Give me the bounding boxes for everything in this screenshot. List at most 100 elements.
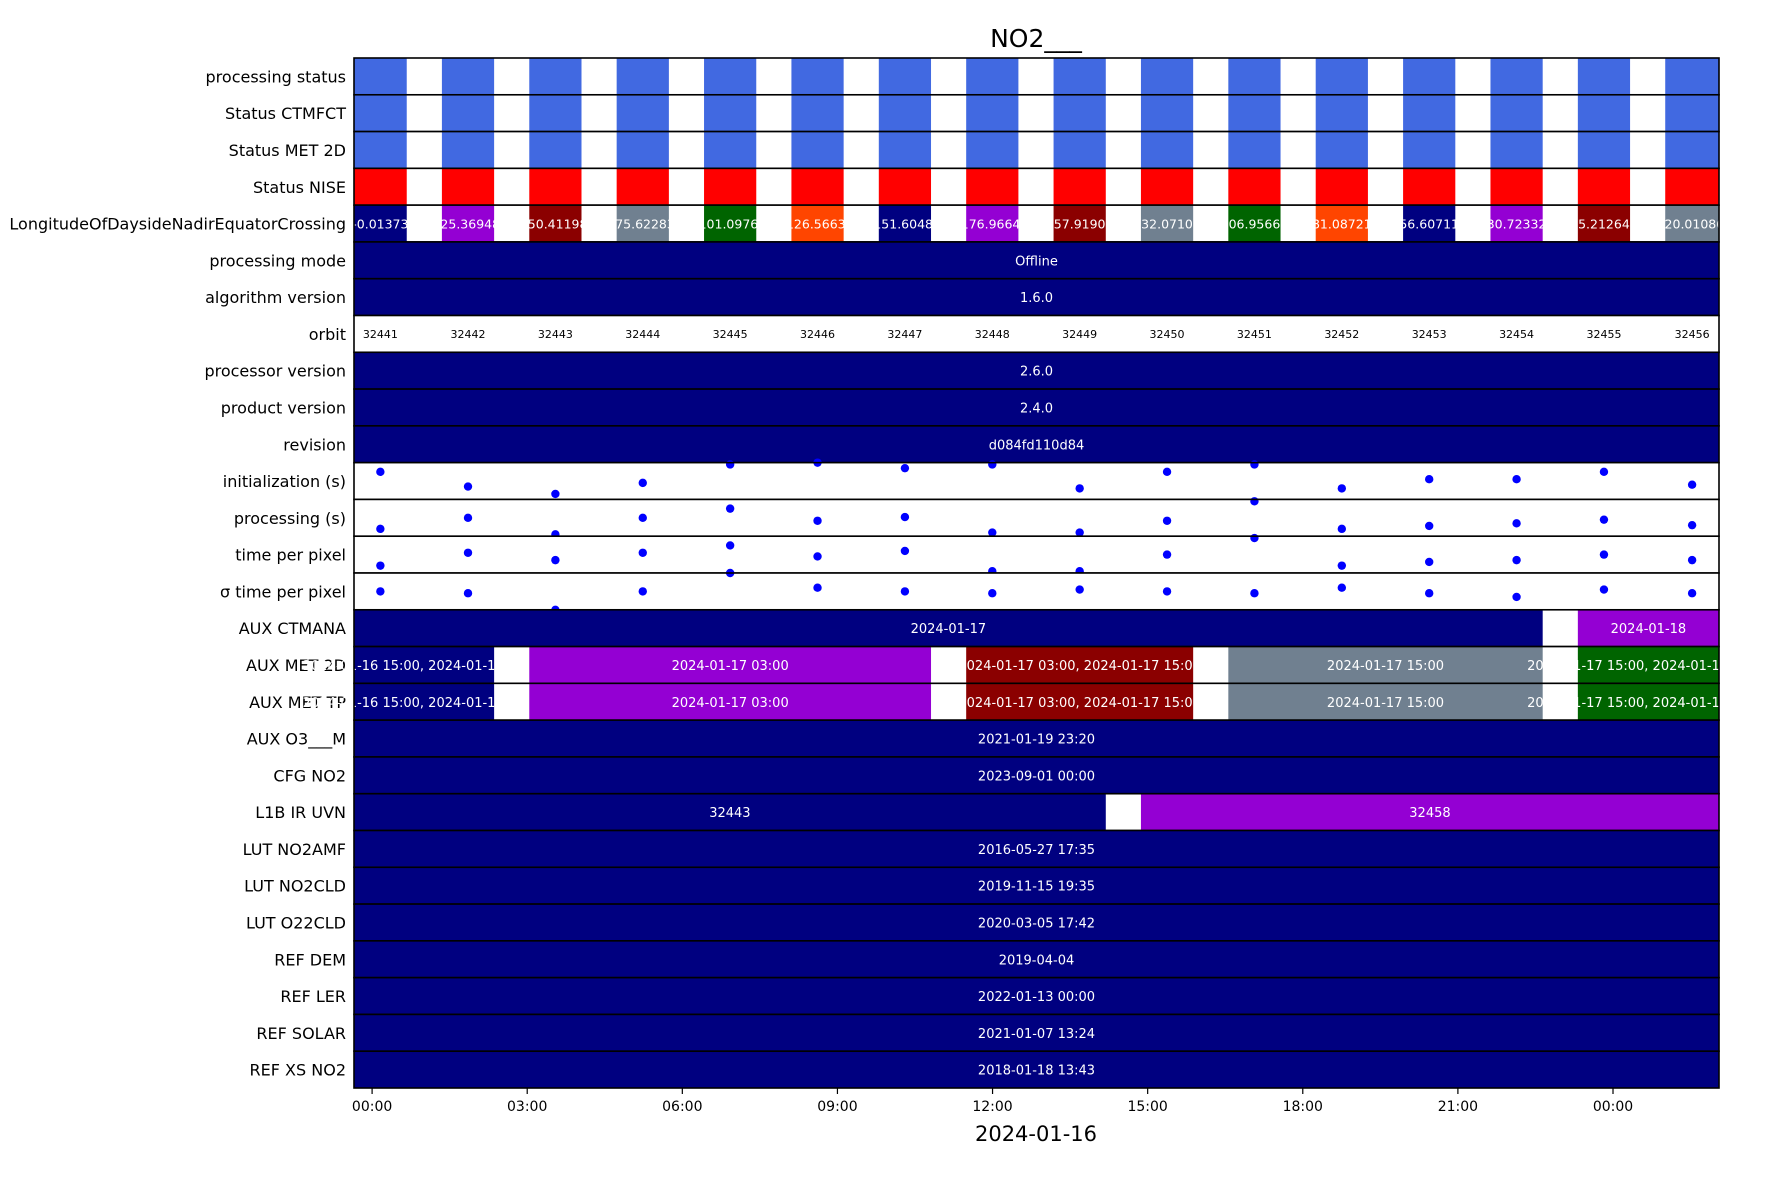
status-block-orbit-32454 (1490, 94, 1543, 132)
status-block-orbit-32453 (1403, 168, 1456, 206)
segment-text: 2024-01-17 03:00 (672, 696, 789, 711)
longitude-block-orbit-32447 (878, 205, 932, 242)
status-block-orbit-32453 (1403, 94, 1456, 132)
segment-text: 2024-01-17 03:00, 2024-01-17 15:00 (958, 659, 1201, 674)
status-block-orbit-32450 (1140, 58, 1194, 95)
data-point (1250, 460, 1259, 469)
data-point (1337, 524, 1347, 534)
data-point (638, 513, 647, 523)
row-label: L1B IR UVN (255, 803, 346, 822)
x-axis: 00:00 03:00 06:00 09:00 12:00 15:00 18:00 21:00… (352, 1088, 1633, 1115)
longitude-value: 30.72332 (1487, 217, 1547, 232)
row-label: AUX MET TP (249, 693, 346, 712)
longitude-block-orbit-32456 (1665, 205, 1719, 242)
segment-block (1577, 683, 1719, 721)
segment-block (529, 646, 932, 684)
status-block-orbit-32452 (1315, 58, 1368, 95)
value-text: 2020-03-05 17:42 (978, 916, 1095, 931)
value-bar (354, 241, 1719, 279)
status-block-orbit-32449 (1053, 131, 1106, 169)
orbit-number: 32452 (1324, 328, 1359, 341)
segment-text: 2024-01-17 15:00 (1327, 659, 1444, 674)
row-ref-dem: REF DEM 2019-04-04 (274, 940, 1720, 979)
longitude-value: -0.01373 (352, 217, 408, 232)
status-block-orbit-32455 (1577, 168, 1631, 206)
status-block-orbit-32447 (878, 168, 932, 206)
status-block-orbit-32446 (791, 94, 844, 132)
data-point (725, 504, 735, 513)
row-label: orbit (309, 325, 346, 344)
segment-block (354, 646, 495, 684)
segment-block (1228, 683, 1543, 721)
data-point (900, 546, 910, 556)
row-background (354, 499, 1719, 537)
data-point (463, 548, 473, 557)
status-block-orbit-32456 (1665, 94, 1719, 132)
row-label: Status NISE (253, 178, 346, 197)
data-point (551, 489, 560, 499)
status-block-orbit-32450 (1140, 94, 1194, 132)
data-point (813, 516, 822, 525)
x-tick-label: 00:00 (1593, 1099, 1633, 1115)
data-point (463, 513, 473, 523)
value-bar (354, 904, 1719, 941)
segment-block (1577, 646, 1719, 684)
status-block-orbit-32451 (1228, 168, 1281, 206)
row-processor-version: processor version 2.6.0 (204, 351, 1720, 390)
data-point (463, 482, 473, 491)
row-label: time per pixel (235, 546, 346, 565)
value-bar (354, 278, 1719, 316)
segment-block (529, 683, 932, 721)
row-label: processing status (206, 67, 346, 86)
data-point (1337, 561, 1347, 570)
status-block-orbit-32441 (354, 94, 407, 132)
longitude-block-orbit-32453 (1403, 205, 1456, 242)
value-bar (354, 1051, 1719, 1088)
status-block-orbit-32445 (704, 94, 757, 132)
longitude-value: -176.96647 (956, 217, 1028, 232)
value-bar (354, 389, 1719, 426)
longitude-block-orbit-32441 (354, 205, 407, 242)
segment-text: 32458 (1409, 806, 1450, 821)
status-block-orbit-32455 (1577, 131, 1631, 169)
row-label: REF LER (280, 987, 346, 1006)
status-block-orbit-32454 (1490, 58, 1543, 95)
segment-block (1140, 793, 1719, 831)
data-point (900, 587, 910, 596)
row-label: REF SOLAR (256, 1024, 346, 1043)
data-point (638, 478, 647, 488)
status-block-orbit-32444 (616, 131, 669, 169)
data-point (1687, 555, 1697, 565)
longitude-value: -25.36948 (436, 217, 500, 232)
value-bar (354, 977, 1719, 1015)
data-point (1599, 467, 1609, 477)
row-label: LongitudeOfDaysideNadirEquatorCrossing (9, 215, 346, 234)
row-longitudeofdaysidenadirequatorcrossing: LongitudeOfDaysideNadirEquatorCrossing -0… (9, 204, 1724, 243)
value-bar (354, 425, 1719, 463)
status-block-orbit-32448 (966, 131, 1019, 169)
data-point (1512, 592, 1521, 602)
status-block-orbit-32453 (1403, 131, 1456, 169)
row-aux-ctmana: AUX CTMANA 2024-01-17 2024-01-18 (239, 608, 1720, 648)
x-axis-label: 2024-01-16 (975, 1122, 1097, 1146)
longitude-block-orbit-32449 (1053, 205, 1106, 242)
longitude-block-orbit-32443 (529, 205, 582, 242)
value-text: 2021-01-07 13:24 (978, 1027, 1095, 1042)
row-lut-no2amf: LUT NO2AMF 2016-05-27 17:35 (243, 829, 1720, 869)
row-label: REF XS NO2 (250, 1061, 346, 1080)
value-text: 2.4.0 (1020, 401, 1053, 416)
data-point (1250, 589, 1259, 598)
data-point (725, 460, 735, 469)
data-point (376, 587, 385, 596)
segment-block (966, 683, 1194, 721)
status-block-orbit-32451 (1228, 58, 1281, 95)
segment-block (1577, 609, 1719, 647)
status-block-orbit-32452 (1315, 168, 1368, 206)
data-point (1075, 585, 1084, 594)
row-initialization-s: initialization (s) (223, 458, 1720, 501)
data-point (988, 460, 997, 469)
segment-text: 32443 (709, 806, 750, 821)
row-label: Status CTMFCT (225, 104, 346, 123)
